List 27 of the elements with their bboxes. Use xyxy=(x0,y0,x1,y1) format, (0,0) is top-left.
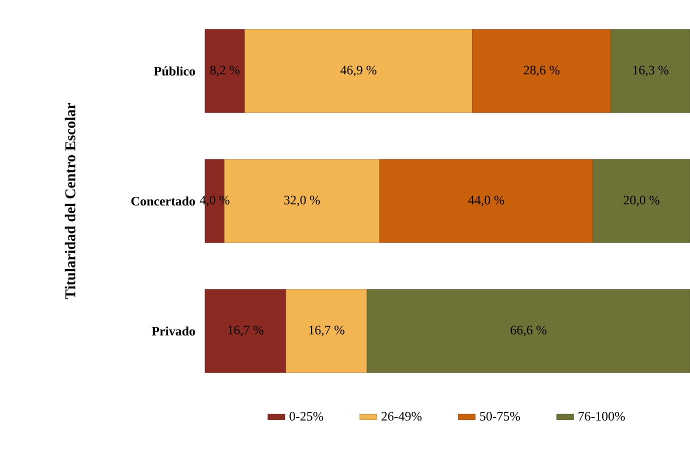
bar xyxy=(204,289,286,373)
data-label: 8,2 % xyxy=(210,66,240,76)
bar xyxy=(204,29,245,113)
bar xyxy=(366,289,690,373)
data-label: 28,6 % xyxy=(524,66,560,76)
legend-label: 76-100% xyxy=(578,412,625,421)
bar xyxy=(244,29,472,113)
data-label: 32,0 % xyxy=(284,196,320,206)
data-label: 16,7 % xyxy=(309,326,344,336)
y-tick-label: Privado xyxy=(152,326,195,336)
data-label: 16,3 % xyxy=(633,66,668,76)
bar xyxy=(610,29,690,113)
bar xyxy=(472,29,612,113)
data-label: 20,0 % xyxy=(624,196,660,206)
y-tick-label: Concertado xyxy=(131,196,195,206)
legend-label: 50-75% xyxy=(480,412,520,421)
data-label: 44,0 % xyxy=(468,196,504,206)
legend-label: 26-49% xyxy=(382,412,422,421)
legend-label: 0-25% xyxy=(290,412,324,421)
bar xyxy=(286,289,368,373)
y-axis-title: Titularidad del Centro Escolar xyxy=(64,103,76,300)
data-label: 16,7 % xyxy=(228,326,264,336)
y-tick-label: Público xyxy=(154,66,195,76)
bar xyxy=(379,159,594,243)
data-label: 66,6 % xyxy=(510,326,546,336)
data-label: 46,9 % xyxy=(340,66,376,76)
bar xyxy=(592,159,690,243)
